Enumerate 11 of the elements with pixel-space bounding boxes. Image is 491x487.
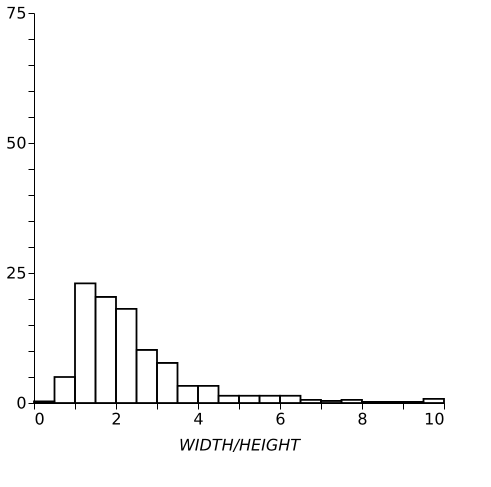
x-tick-label: 6 [275,410,286,428]
x-tick-label: 8 [357,410,368,428]
x-tick-label: 2 [111,410,122,428]
y-tick-label: 25 [6,264,26,282]
x-tick-label: 0 [34,410,45,428]
y-tick-label: 75 [6,4,26,22]
x-tick-label: 4 [193,410,204,428]
y-tick-label: 0 [16,394,26,412]
x-axis-title: WIDTH/HEIGHT [178,436,302,454]
y-tick-label: 50 [6,134,26,152]
x-tick-label: 10 [424,410,444,428]
